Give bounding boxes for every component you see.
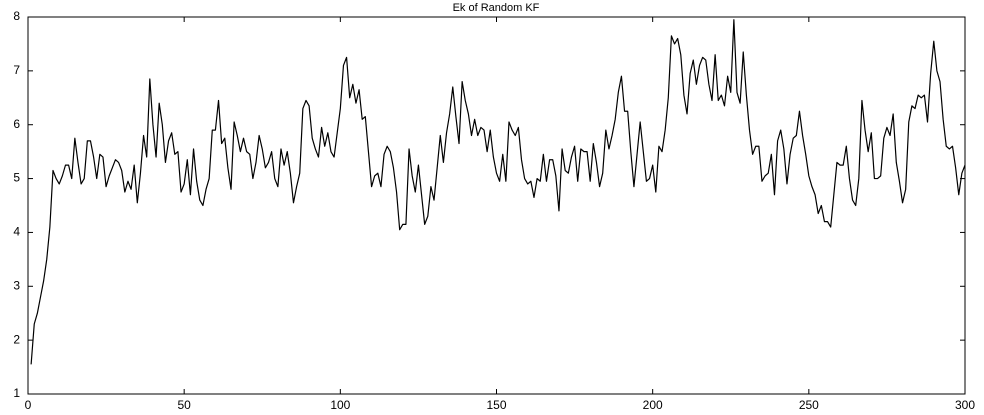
x-tick-label: 50 xyxy=(177,398,191,412)
plot-frame xyxy=(27,16,966,395)
chart-title: Ek of Random KF xyxy=(453,2,540,14)
y-tick-label: 5 xyxy=(13,171,20,185)
y-tick-label: 6 xyxy=(13,117,20,131)
x-tick-label: 0 xyxy=(25,398,32,412)
y-tick-label: 3 xyxy=(13,278,20,292)
x-tick-label: 100 xyxy=(330,398,350,412)
x-tick-label: 250 xyxy=(799,398,819,412)
y-tick-label: 4 xyxy=(13,225,20,239)
y-tick-label: 8 xyxy=(13,9,20,23)
y-tick-label: 2 xyxy=(13,332,20,346)
y-tick-label: 1 xyxy=(13,386,20,400)
data-line xyxy=(30,19,966,365)
x-tick-label: 300 xyxy=(955,398,975,412)
x-tick-label: 150 xyxy=(486,398,506,412)
y-tick-label: 7 xyxy=(13,63,20,77)
x-tick-label: 200 xyxy=(643,398,663,412)
